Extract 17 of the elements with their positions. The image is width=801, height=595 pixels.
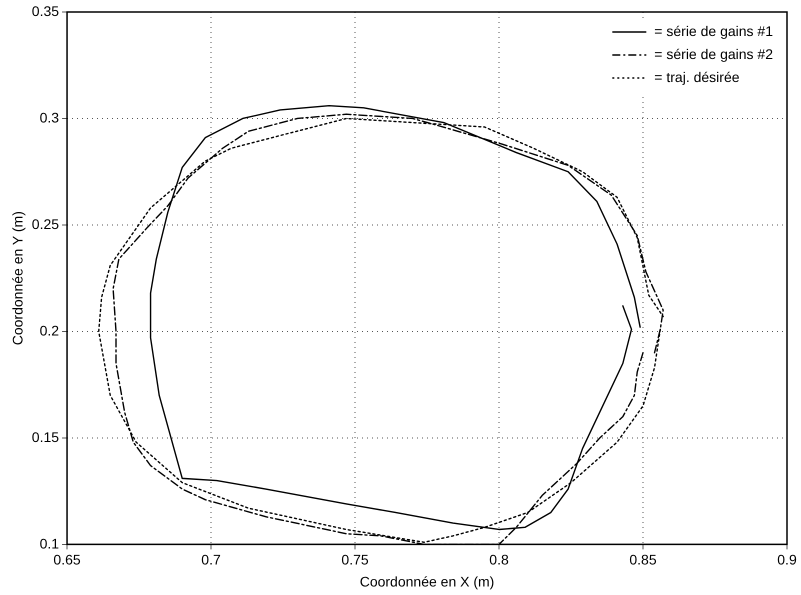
y-tick-label: 0.15 [32, 428, 60, 445]
x-tick-label: 0.8 [489, 552, 509, 568]
x-tick-label: 0.65 [53, 552, 81, 568]
y-tick-label: 0.1 [40, 535, 60, 552]
y-tick-label: 0.35 [32, 2, 60, 19]
y-tick-label: 0.2 [40, 322, 60, 338]
legend-label: = série de gains #1 [654, 22, 774, 39]
x-tick-label: 0.85 [629, 552, 657, 568]
legend-label: = série de gains #2 [654, 46, 774, 62]
x-tick-label: 0.9 [777, 552, 797, 568]
x-tick-label: 0.7 [201, 552, 221, 568]
x-axis-title: Coordonnée en X (m) [360, 573, 494, 590]
x-tick-label: 0.75 [341, 552, 369, 568]
legend-label: = traj. désirée [654, 68, 740, 85]
y-tick-label: 0.3 [40, 109, 60, 126]
y-axis-title: Coordonnée en Y (m) [9, 211, 26, 346]
y-tick-label: 0.25 [32, 216, 60, 232]
